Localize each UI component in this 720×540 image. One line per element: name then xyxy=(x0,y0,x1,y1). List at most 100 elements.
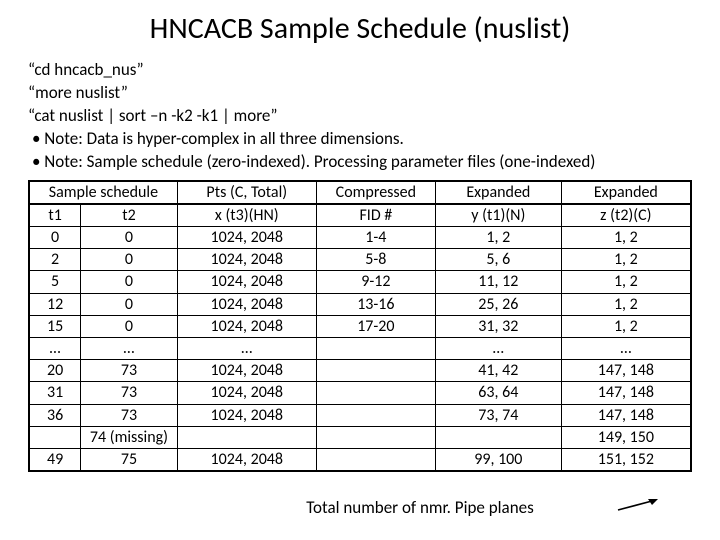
table-row: 36731024, 2048 73, 74147, 148 xyxy=(29,404,691,426)
table-row: 20731024, 204841, 42147, 148 xyxy=(29,360,691,382)
cell-y: 25, 26 xyxy=(435,293,561,315)
cell-y xyxy=(435,426,561,448)
table-row: …………… xyxy=(29,338,691,360)
cell-t1: 12 xyxy=(29,293,81,315)
cell-pts: 1024, 2048 xyxy=(177,404,316,426)
cell-fid: 9-12 xyxy=(316,271,435,293)
cell-t1: 20 xyxy=(29,360,81,382)
cell-t2: 0 xyxy=(81,249,178,271)
hdr-z: Expanded xyxy=(561,181,691,204)
note-line: • Note: Data is hyper-complex in all thr… xyxy=(28,128,692,151)
cell-fid: 5-8 xyxy=(316,249,435,271)
cell-fid xyxy=(316,448,435,471)
cell-pts: 1024, 2048 xyxy=(177,315,316,337)
cell-pts: 1024, 2048 xyxy=(177,360,316,382)
cell-t2: 0 xyxy=(81,315,178,337)
table-row: 31731024, 2048 63, 64147, 148 xyxy=(29,382,691,404)
table-row: 1201024, 204813-1625, 261, 2 xyxy=(29,293,691,315)
cell-y: 11, 12 xyxy=(435,271,561,293)
hdr-y-sub: y (t1)(N) xyxy=(435,204,561,227)
cell-t2: 75 xyxy=(81,448,178,471)
cell-t1: 49 xyxy=(29,448,81,471)
cell-fid: 1-4 xyxy=(316,227,435,249)
cell-t1 xyxy=(29,426,81,448)
cell-fid xyxy=(316,338,435,360)
cell-t2: 73 xyxy=(81,404,178,426)
hdr-z-sub: z (t2)(C) xyxy=(561,204,691,227)
cell-y: 41, 42 xyxy=(435,360,561,382)
footer-caption: Total number of nmr. Pipe planes xyxy=(0,497,720,518)
cell-pts: 1024, 2048 xyxy=(177,382,316,404)
table-row: 49751024, 2048 99, 100151, 152 xyxy=(29,448,691,471)
cell-t2: 73 xyxy=(81,382,178,404)
cell-z: 1, 2 xyxy=(561,249,691,271)
cell-fid xyxy=(316,360,435,382)
table-row: 1501024, 204817-2031, 321, 2 xyxy=(29,315,691,337)
table-row: 001024, 20481-41, 21, 2 xyxy=(29,227,691,249)
cell-t2: … xyxy=(81,338,178,360)
cell-t1: 5 xyxy=(29,271,81,293)
cell-t1: 36 xyxy=(29,404,81,426)
cell-y: 1, 2 xyxy=(435,227,561,249)
cell-t1: 0 xyxy=(29,227,81,249)
cell-t2: 74 (missing) xyxy=(81,426,178,448)
cell-y: 73, 74 xyxy=(435,404,561,426)
cell-t1: 2 xyxy=(29,249,81,271)
cell-pts xyxy=(177,426,316,448)
table-subheader-row: t1 t2 x (t3)(HN) FID # y (t1)(N) z (t2)(… xyxy=(29,204,691,227)
cell-fid: 17-20 xyxy=(316,315,435,337)
cell-z: 147, 148 xyxy=(561,382,691,404)
hdr-fid: Compressed xyxy=(316,181,435,204)
arrow-icon xyxy=(616,498,658,512)
cell-z: 1, 2 xyxy=(561,271,691,293)
cell-t1: 15 xyxy=(29,315,81,337)
note-line: • Note: Sample schedule (zero-indexed). … xyxy=(28,151,692,174)
cell-fid xyxy=(316,404,435,426)
table-row: 74 (missing) 149, 150 xyxy=(29,426,691,448)
hdr-y: Expanded xyxy=(435,181,561,204)
cell-z: 1, 2 xyxy=(561,227,691,249)
cell-pts: 1024, 2048 xyxy=(177,271,316,293)
hdr-pts-sub: x (t3)(HN) xyxy=(177,204,316,227)
hdr-fid-sub: FID # xyxy=(316,204,435,227)
cell-pts: 1024, 2048 xyxy=(177,293,316,315)
hdr-pts: Pts (C, Total) xyxy=(177,181,316,204)
page-title: HNCACB Sample Schedule (nuslist) xyxy=(28,10,692,47)
command-lines: “cd hncacb_nus” “more nuslist” “cat nusl… xyxy=(28,59,692,174)
cell-t1: … xyxy=(29,338,81,360)
cmd-line: “cd hncacb_nus” xyxy=(28,59,692,82)
cell-y: … xyxy=(435,338,561,360)
table-row: 201024, 20485-85, 61, 2 xyxy=(29,249,691,271)
hdr-t1: t1 xyxy=(29,204,81,227)
cell-z: 1, 2 xyxy=(561,293,691,315)
cell-z: … xyxy=(561,338,691,360)
cell-z: 149, 150 xyxy=(561,426,691,448)
cell-z: 147, 148 xyxy=(561,404,691,426)
cell-pts: 1024, 2048 xyxy=(177,227,316,249)
cell-z: 1, 2 xyxy=(561,315,691,337)
cmd-line: “more nuslist” xyxy=(28,82,692,105)
hdr-schedule: Sample schedule xyxy=(29,181,177,204)
cell-y: 63, 64 xyxy=(435,382,561,404)
cell-y: 31, 32 xyxy=(435,315,561,337)
cell-fid: 13-16 xyxy=(316,293,435,315)
cell-t1: 31 xyxy=(29,382,81,404)
cell-t2: 0 xyxy=(81,271,178,293)
schedule-table: Sample schedule Pts (C, Total) Compresse… xyxy=(28,180,692,472)
table-row: 501024, 20489-1211, 121, 2 xyxy=(29,271,691,293)
table-header-row: Sample schedule Pts (C, Total) Compresse… xyxy=(29,181,691,204)
cell-pts: 1024, 2048 xyxy=(177,249,316,271)
cell-pts: 1024, 2048 xyxy=(177,448,316,471)
hdr-t2: t2 xyxy=(81,204,178,227)
cell-y: 5, 6 xyxy=(435,249,561,271)
cmd-line: “cat nuslist | sort –n -k2 -k1 | more” xyxy=(28,105,692,128)
cell-fid xyxy=(316,426,435,448)
cell-t2: 0 xyxy=(81,227,178,249)
table-body: 001024, 20481-41, 21, 2201024, 20485-85,… xyxy=(29,227,691,472)
cell-fid xyxy=(316,382,435,404)
cell-pts: … xyxy=(177,338,316,360)
cell-y: 99, 100 xyxy=(435,448,561,471)
cell-t2: 73 xyxy=(81,360,178,382)
cell-t2: 0 xyxy=(81,293,178,315)
cell-z: 151, 152 xyxy=(561,448,691,471)
